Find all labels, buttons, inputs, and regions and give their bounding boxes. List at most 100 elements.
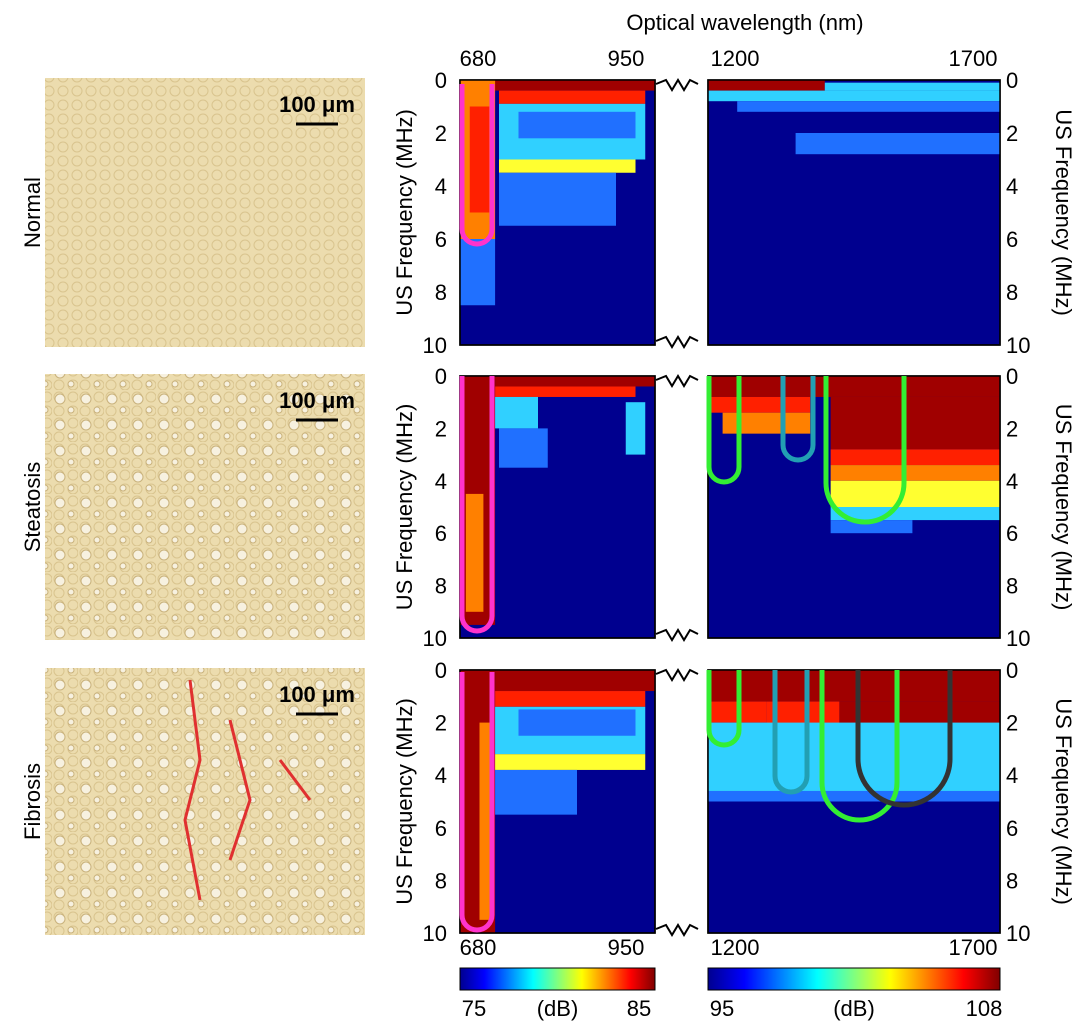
heatmap-region [708, 396, 811, 413]
heatmap-region [824, 82, 1000, 91]
x-tick-label: 1200 [711, 46, 760, 71]
y-tick-label: 6 [1006, 816, 1018, 841]
heatmap-region [708, 90, 1000, 102]
y-axis-label: US Frequency (MHz) [392, 698, 417, 905]
axis-break [655, 923, 699, 937]
heatmap-region [495, 769, 577, 815]
colorbar-min: 75 [462, 996, 486, 1021]
heatmap [707, 79, 1001, 346]
heatmap-region [795, 133, 1000, 155]
y-tick-label: 0 [1006, 364, 1018, 389]
heatmap-region [830, 449, 1000, 466]
y-tick-label: 6 [1006, 227, 1018, 252]
y-tick-label: 8 [435, 868, 447, 893]
heatmap-region [495, 691, 646, 707]
y-tick-label: 10 [423, 626, 447, 651]
x-tick-label: 680 [460, 935, 497, 960]
y-tick-label: 8 [435, 280, 447, 305]
y-axis-label: US Frequency (MHz) [392, 404, 417, 611]
axis-break [655, 335, 699, 349]
y-tick-label: 0 [435, 68, 447, 93]
y-tick-label: 4 [1006, 763, 1018, 788]
x-tick-label: 1700 [949, 935, 998, 960]
y-tick-label: 8 [1006, 574, 1018, 599]
colorbar-max: 108 [966, 996, 1003, 1021]
colorbar-unit: (dB) [537, 996, 579, 1021]
y-tick-label: 6 [435, 227, 447, 252]
y-tick-label: 2 [1006, 711, 1018, 736]
y-axis-label: US Frequency (MHz) [1051, 404, 1076, 611]
heatmap-region [518, 709, 636, 736]
y-tick-label: 6 [435, 521, 447, 546]
scale-bar-label: 100 μm [279, 388, 355, 413]
colorbar-max: 85 [627, 996, 651, 1021]
highlight-outline [780, 376, 816, 463]
scale-bar-label: 100 μm [279, 682, 355, 707]
heatmap-region [495, 386, 636, 397]
heatmap-region [830, 396, 1000, 450]
y-tick-label: 4 [435, 469, 447, 494]
heatmap-region [495, 396, 538, 429]
heatmap-region [465, 493, 484, 612]
y-tick-label: 2 [435, 121, 447, 146]
highlight-outline [459, 672, 495, 933]
axis-break [655, 668, 699, 682]
x-tick-label: 950 [608, 46, 645, 71]
y-tick-label: 2 [435, 416, 447, 441]
heatmap-region [499, 172, 616, 226]
heatmap-region [830, 465, 1000, 481]
heatmap-region [495, 376, 655, 387]
y-tick-label: 8 [1006, 280, 1018, 305]
y-axis-label: US Frequency (MHz) [1051, 698, 1076, 905]
panel-frame [707, 669, 1001, 934]
heatmap-region [708, 80, 825, 91]
y-tick-label: 6 [1006, 521, 1018, 546]
y-tick-label: 8 [1006, 868, 1018, 893]
heatmap-region [499, 159, 636, 173]
x-tick-label: 1700 [949, 46, 998, 71]
y-tick-label: 10 [1006, 333, 1030, 358]
fibrosis-strand [183, 679, 202, 901]
heatmap-region [479, 722, 492, 920]
fibrosis-strand [228, 719, 252, 861]
y-tick-label: 0 [435, 658, 447, 683]
colorbar-min: 95 [710, 996, 734, 1021]
y-tick-label: 4 [1006, 174, 1018, 199]
highlight-outline [459, 376, 495, 634]
heatmap-region [625, 402, 646, 455]
heatmap-region [495, 754, 646, 770]
highlight-outline [706, 376, 742, 485]
heatmap-region [708, 790, 1000, 802]
y-tick-label: 8 [435, 574, 447, 599]
y-tick-label: 2 [435, 711, 447, 736]
highlight-outline [772, 670, 810, 795]
y-tick-label: 0 [1006, 68, 1018, 93]
y-tick-label: 10 [1006, 626, 1030, 651]
panel-frame [707, 79, 1001, 346]
y-tick-label: 4 [435, 174, 447, 199]
y-tick-label: 4 [435, 763, 447, 788]
heatmap-region [830, 520, 913, 534]
histology-image [45, 78, 365, 347]
colorbar [707, 967, 1001, 991]
heatmap-region [722, 412, 811, 434]
heatmap-region [460, 80, 655, 91]
highlight-outline [823, 376, 907, 525]
y-axis-label: US Frequency (MHz) [392, 109, 417, 316]
y-axis-label: US Frequency (MHz) [1051, 109, 1076, 316]
row-label: Fibrosis [20, 763, 45, 840]
heatmap-region [830, 480, 1000, 507]
fibrosis-strand [278, 759, 312, 801]
row-label: Steatosis [20, 462, 45, 553]
figure-title: Optical wavelength (nm) [626, 10, 863, 35]
heatmap-region [495, 670, 655, 692]
axis-break [655, 374, 699, 388]
heatmap-region [460, 239, 496, 306]
axis-break [655, 628, 699, 642]
highlight-outline [706, 670, 742, 748]
heatmap-region [830, 507, 1000, 521]
heatmap-region [499, 428, 548, 468]
heatmap-region [737, 101, 1000, 112]
y-tick-label: 0 [1006, 658, 1018, 683]
y-tick-label: 10 [423, 921, 447, 946]
